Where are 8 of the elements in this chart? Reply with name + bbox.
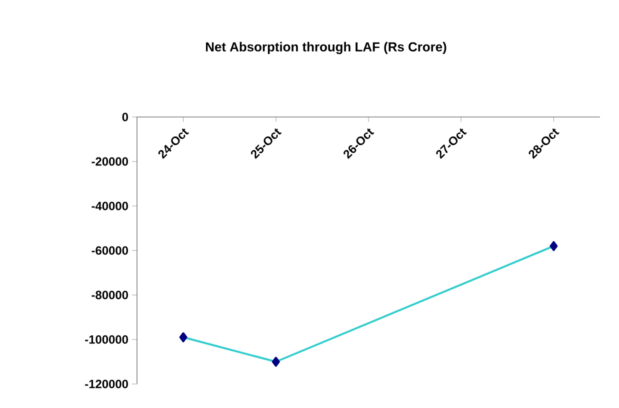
y-tick-label: -60000 [92, 246, 128, 255]
y-tick-label: 0 [122, 112, 128, 122]
chart-title: Net Absorption through LAF (Rs Crore) [206, 42, 446, 54]
y-tick-label: -100000 [85, 335, 128, 344]
y-tick-label: -20000 [92, 157, 128, 166]
y-tick-label: -40000 [92, 202, 128, 210]
y-tick-label: -80000 [92, 290, 128, 300]
y-tick-label: -120000 [85, 380, 128, 388]
